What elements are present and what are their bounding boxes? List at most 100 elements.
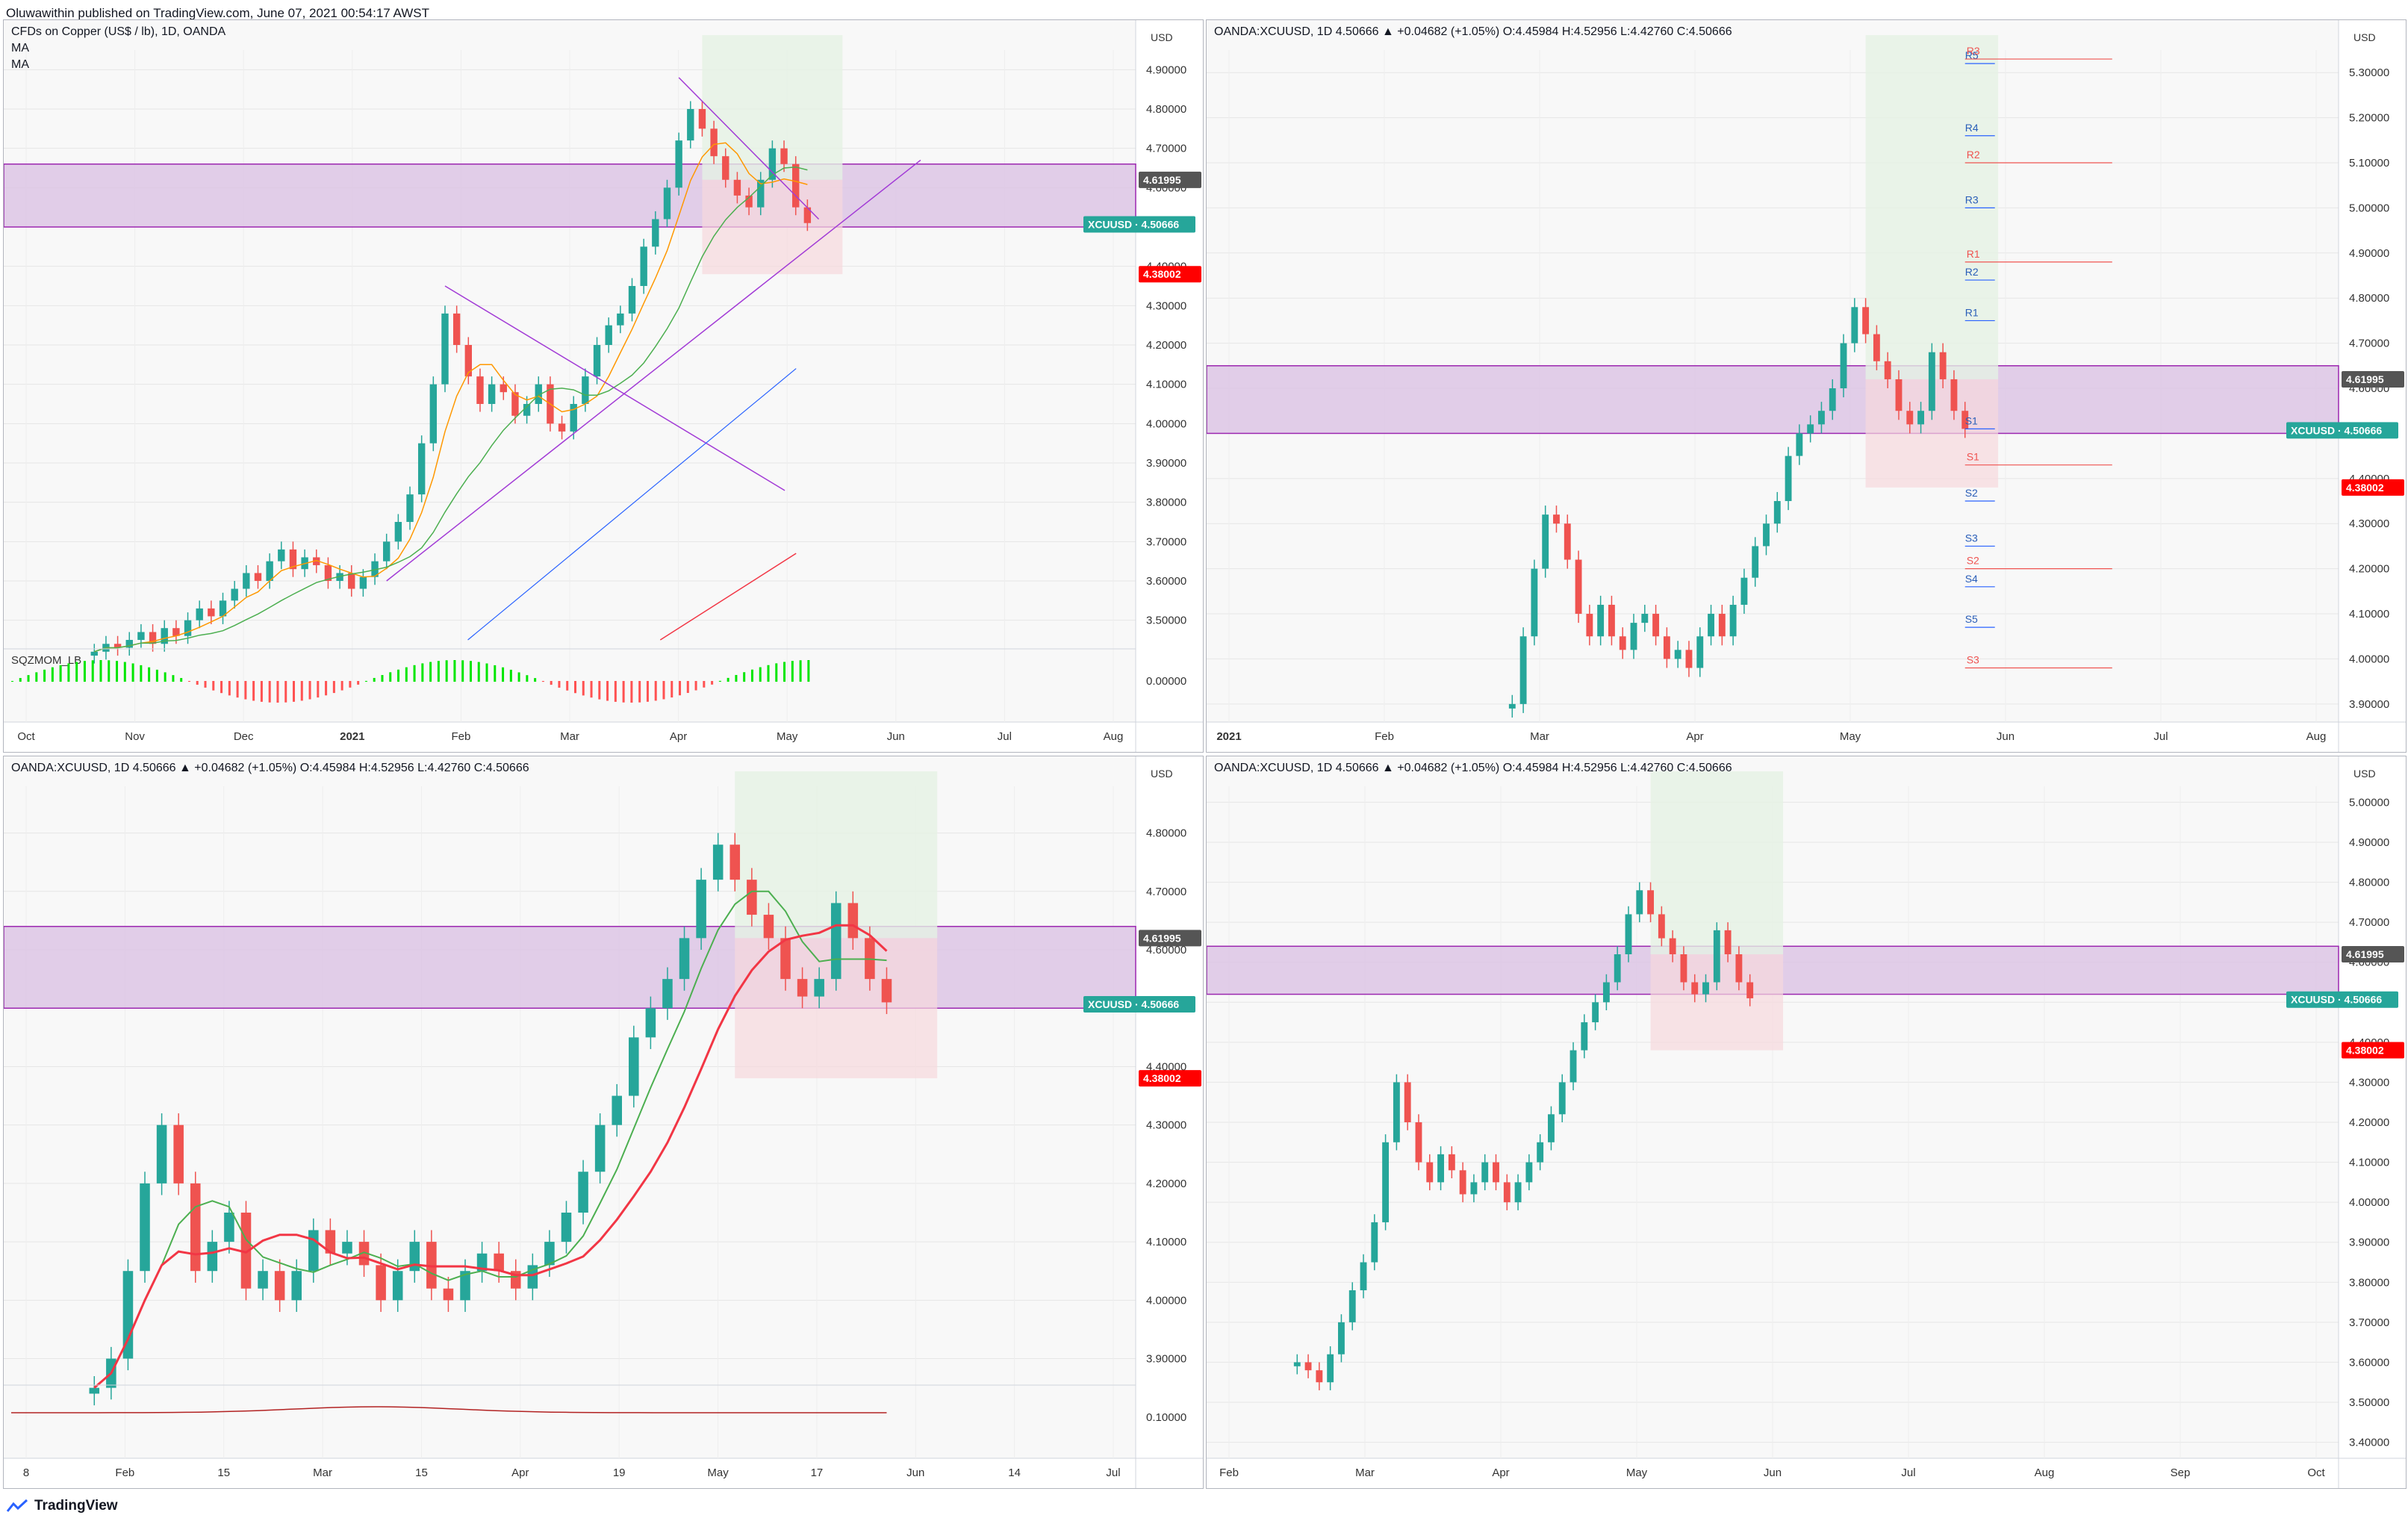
candle-body (1763, 523, 1770, 547)
x-tick-label: Mar (313, 1466, 332, 1479)
candle-body (629, 1037, 639, 1096)
candle-body (89, 1387, 100, 1394)
chart-panel-top-right[interactable]: 5.30000 5.20000 5.10000 5.00000 4.90000 4.800… (1206, 19, 2407, 753)
momentum-bar (364, 680, 367, 682)
candle-body (1752, 546, 1759, 578)
momentum-bar (140, 665, 143, 682)
chart-svg[interactable]: 5.000004.900004.800004.700004.600004.500… (1207, 756, 2406, 1488)
stop-zone (702, 179, 843, 275)
currency-label: USD (1151, 31, 1173, 43)
candle-body (1773, 501, 1781, 524)
candle-body (1702, 982, 1709, 995)
candle-body (1371, 1222, 1378, 1263)
candle-body (460, 1271, 470, 1301)
price-tag-label: XCUUSD · 4.50666 (2291, 994, 2382, 1006)
x-tick-label: Aug (2035, 1466, 2055, 1479)
momentum-bar (357, 681, 360, 685)
candle-body (184, 620, 192, 636)
chart-panel-top-left[interactable]: 4.900004.800004.700004.600004.500004.400… (3, 19, 1204, 753)
currency-label: USD (2353, 31, 2376, 43)
momentum-bar (204, 681, 207, 688)
candle-body (747, 880, 757, 915)
candle-body (1360, 1262, 1367, 1290)
price-tag-level (2342, 946, 2404, 963)
chart-svg[interactable]: 4.800004.700004.600004.500004.400004.300… (4, 756, 1203, 1488)
candle-body (1708, 614, 1714, 637)
momentum-bar (172, 675, 175, 682)
momentum-bar (799, 660, 802, 682)
x-tick-label: Feb (115, 1466, 134, 1479)
chart-svg[interactable]: 5.30000 5.20000 5.10000 5.00000 4.90000 4.800… (1207, 20, 2406, 752)
y-tick-label: 4.90000 (1146, 63, 1186, 76)
momentum-bar (727, 677, 729, 682)
candle-body (1415, 1122, 1422, 1163)
momentum-bar (573, 681, 576, 694)
candle-body (745, 195, 753, 208)
x-tick-label: Feb (1219, 1466, 1239, 1479)
candle-body (1597, 604, 1605, 637)
candle-body (392, 1271, 403, 1301)
candle-body (712, 845, 724, 880)
price-tag-label: 4.61995 (2346, 948, 2384, 960)
candle-body (149, 632, 157, 644)
y-tick-label: 5.00000 (2349, 796, 2389, 809)
resistance-zone (4, 163, 1136, 228)
tradingview-logo-icon[interactable] (6, 1498, 28, 1514)
candle-body (523, 404, 531, 416)
candle-body (1735, 954, 1743, 983)
chart-svg[interactable]: 4.900004.800004.700004.600004.500004.400… (4, 20, 1203, 752)
y-tick-label: 4.30000 (2349, 1076, 2389, 1089)
candle-body (137, 632, 145, 640)
chart-panel-bottom-left[interactable]: 4.800004.700004.600004.500004.400004.300… (3, 756, 1204, 1489)
price-tag-stop (1139, 266, 1201, 283)
candle-body (1647, 890, 1655, 915)
indicator-zero-label: 0.10000 (1146, 1411, 1186, 1424)
y-tick-label: 4.00000 (1146, 417, 1186, 430)
candle-body (122, 1271, 134, 1359)
candle-body (1829, 388, 1836, 411)
candle-body (1602, 982, 1610, 1003)
candle-body (1696, 636, 1704, 668)
candle-body (1658, 914, 1665, 939)
momentum-bar (517, 672, 520, 682)
y-tick-label: 4.80000 (2349, 877, 2389, 889)
momentum-bar (389, 672, 392, 682)
price-tag-level (1139, 171, 1201, 188)
momentum-bar (485, 663, 488, 682)
momentum-bar (550, 681, 553, 685)
x-tick-label: 14 (1008, 1466, 1021, 1479)
x-tick-label: 8 (23, 1466, 29, 1479)
candle-body (1519, 636, 1527, 704)
momentum-bar (260, 681, 263, 702)
footer-brand[interactable]: TradingView (34, 1498, 118, 1514)
candle-body (161, 628, 168, 644)
momentum-bar (11, 681, 13, 682)
candle-body (710, 128, 718, 157)
momentum-bar (164, 672, 167, 682)
y-tick-label: 4.90000 (2349, 836, 2389, 849)
candle-body (687, 109, 694, 141)
momentum-bar (292, 681, 295, 702)
y-tick-label: 4.70000 (2349, 338, 2389, 350)
momentum-bar (638, 681, 641, 703)
y-tick-label: 3.70000 (1146, 535, 1186, 548)
momentum-bar (405, 667, 408, 682)
momentum-bar (750, 669, 753, 682)
candle-body (511, 392, 519, 416)
x-tick-label: Feb (1375, 730, 1394, 743)
y-tick-label: 4.70000 (1146, 886, 1186, 898)
candle-body (1586, 614, 1593, 637)
momentum-bar (541, 681, 544, 682)
candle-body (605, 325, 612, 345)
y-tick-label: 5.00000 (2349, 202, 2389, 214)
currency-label: USD (2353, 768, 2376, 780)
momentum-bar (373, 677, 376, 682)
candle-body (208, 608, 215, 617)
x-tick-label: May (1840, 730, 1861, 743)
x-tick-label: May (777, 730, 798, 743)
momentum-bar (236, 681, 239, 698)
momentum-bar (155, 669, 158, 682)
chart-panel-bottom-right[interactable]: 5.000004.900004.800004.700004.600004.500… (1206, 756, 2407, 1489)
candle-body (224, 1212, 234, 1242)
currency-label: USD (1151, 768, 1173, 780)
